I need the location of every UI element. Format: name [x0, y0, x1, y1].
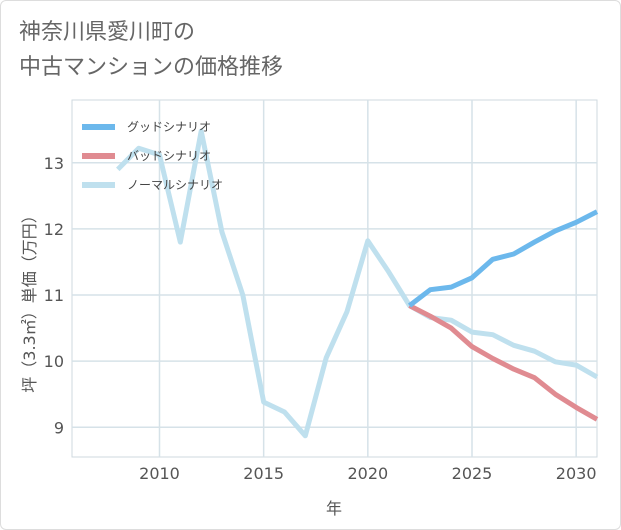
series-lines — [115, 128, 600, 439]
data-point — [178, 240, 183, 245]
data-point — [490, 356, 495, 361]
data-point — [490, 257, 495, 262]
data-point — [407, 303, 412, 308]
legend-label: ノーマルシナリオ — [127, 178, 223, 192]
y-tick-label: 9 — [54, 418, 64, 437]
data-point — [595, 375, 600, 380]
data-point — [574, 405, 579, 410]
data-point — [449, 285, 454, 290]
data-point — [470, 344, 475, 349]
data-point — [282, 410, 287, 415]
data-point — [449, 318, 454, 323]
y-tick-label: 10 — [44, 352, 64, 371]
data-point — [428, 314, 433, 319]
data-point — [428, 287, 433, 292]
data-point — [220, 230, 225, 235]
data-point — [449, 326, 454, 331]
x-tick-label: 2010 — [139, 464, 180, 483]
data-point — [345, 309, 350, 314]
data-point — [470, 275, 475, 280]
data-point — [511, 252, 516, 257]
data-point — [324, 355, 329, 360]
x-tick-label: 2015 — [243, 464, 284, 483]
data-point — [574, 220, 579, 225]
y-tick-label: 12 — [44, 220, 64, 239]
data-point — [365, 238, 370, 243]
data-point — [386, 269, 391, 274]
series-line-0 — [407, 209, 599, 308]
x-tick-label: 2030 — [556, 464, 597, 483]
data-point — [470, 330, 475, 335]
data-point — [240, 293, 245, 298]
data-point — [532, 349, 537, 354]
y-tick-labels: 9 10 11 12 13 — [44, 154, 64, 437]
data-point — [511, 343, 516, 348]
x-tick-labels: 2010 2015 2020 2025 2030 — [139, 464, 596, 483]
data-point — [511, 367, 516, 372]
data-point — [553, 359, 558, 364]
x-tick-label: 2025 — [452, 464, 493, 483]
x-tick-label: 2020 — [347, 464, 388, 483]
data-point — [261, 400, 266, 405]
y-tick-label: 11 — [44, 286, 64, 305]
data-point — [490, 332, 495, 337]
chart-title: 神奈川県愛川町の 中古マンションの価格推移 — [19, 20, 284, 80]
data-point — [595, 417, 600, 422]
data-point — [553, 392, 558, 397]
data-point — [303, 433, 308, 438]
data-point — [532, 375, 537, 380]
data-point — [553, 228, 558, 233]
data-point — [115, 167, 120, 172]
legend-label: バッドシナリオ — [127, 149, 211, 163]
series-line-1 — [408, 303, 599, 422]
y-axis-label: 坪（3.3㎡）単価（万円） — [20, 207, 39, 392]
data-point — [532, 240, 537, 245]
x-axis-label: 年 — [326, 499, 342, 518]
series-line-2 — [116, 128, 599, 439]
y-tick-label: 13 — [44, 154, 64, 173]
legend-label: グッドシナリオ — [127, 120, 211, 134]
data-point — [595, 209, 600, 214]
data-point — [574, 363, 579, 368]
